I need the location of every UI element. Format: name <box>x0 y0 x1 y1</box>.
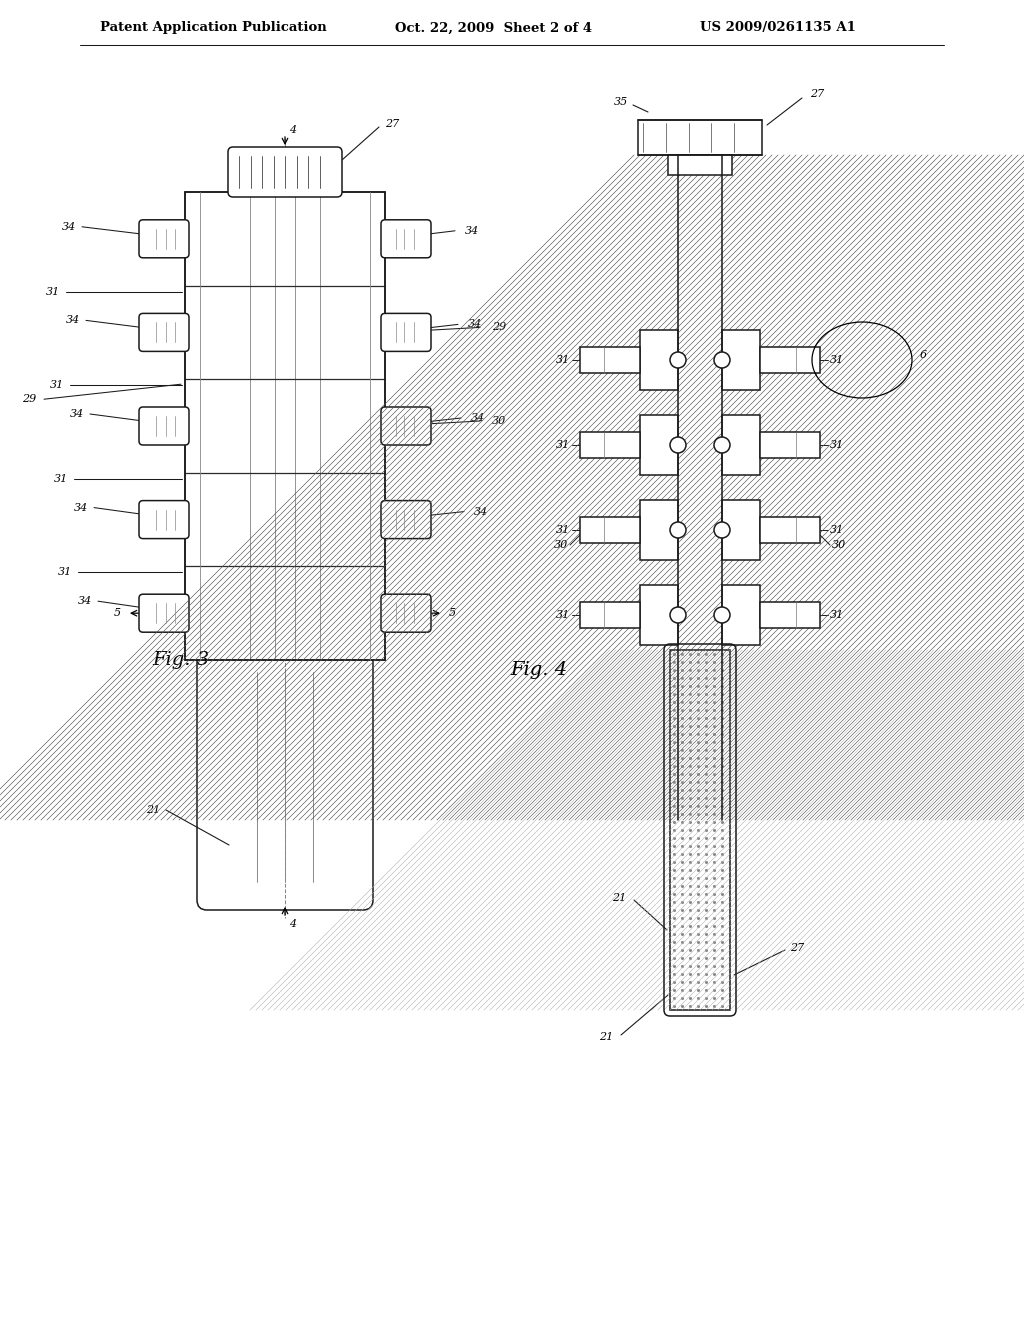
Text: 4: 4 <box>289 919 296 929</box>
Bar <box>640 500 678 560</box>
Text: 31: 31 <box>556 525 570 535</box>
Bar <box>640 330 678 389</box>
Text: 31: 31 <box>830 610 844 620</box>
Bar <box>668 154 732 176</box>
Text: 31: 31 <box>556 440 570 450</box>
Text: 34: 34 <box>66 315 80 326</box>
Bar <box>760 347 820 374</box>
Text: 5: 5 <box>449 609 456 618</box>
Bar <box>580 517 640 543</box>
Bar <box>580 602 640 628</box>
Ellipse shape <box>714 352 730 368</box>
Text: 31: 31 <box>830 355 844 366</box>
Text: 34: 34 <box>70 409 84 418</box>
Text: Oct. 22, 2009  Sheet 2 of 4: Oct. 22, 2009 Sheet 2 of 4 <box>395 21 592 34</box>
Bar <box>722 414 760 475</box>
Bar <box>722 500 760 560</box>
Text: Fig. 4: Fig. 4 <box>510 661 567 678</box>
Text: 31: 31 <box>556 355 570 366</box>
Text: 21: 21 <box>145 805 160 814</box>
Text: 30: 30 <box>554 540 568 550</box>
Text: 31: 31 <box>50 380 63 391</box>
FancyBboxPatch shape <box>381 594 431 632</box>
FancyBboxPatch shape <box>139 407 189 445</box>
Ellipse shape <box>714 437 730 453</box>
Text: 34: 34 <box>468 319 482 330</box>
Text: 34: 34 <box>471 413 485 422</box>
Text: 29: 29 <box>492 322 506 333</box>
Text: 34: 34 <box>78 597 92 606</box>
FancyBboxPatch shape <box>197 649 373 909</box>
FancyBboxPatch shape <box>228 147 342 197</box>
Bar <box>722 585 760 645</box>
Text: US 2009/0261135 A1: US 2009/0261135 A1 <box>700 21 856 34</box>
Text: 21: 21 <box>611 894 626 903</box>
Ellipse shape <box>714 521 730 539</box>
Bar <box>722 330 760 389</box>
Text: 31: 31 <box>556 610 570 620</box>
Bar <box>640 585 678 645</box>
Text: 30: 30 <box>831 540 846 550</box>
FancyBboxPatch shape <box>381 313 431 351</box>
Text: 32: 32 <box>642 140 656 150</box>
Bar <box>678 154 722 820</box>
Text: Fig. 3: Fig. 3 <box>152 651 209 669</box>
Text: 30: 30 <box>492 416 506 426</box>
FancyBboxPatch shape <box>139 594 189 632</box>
Text: 31: 31 <box>57 568 72 577</box>
Text: 35: 35 <box>613 96 628 107</box>
Bar <box>580 432 640 458</box>
Text: 31: 31 <box>46 286 60 297</box>
Text: 27: 27 <box>810 88 824 99</box>
Bar <box>760 432 820 458</box>
Text: 27: 27 <box>790 942 804 953</box>
Text: 4: 4 <box>289 125 296 135</box>
Text: 27: 27 <box>385 119 399 129</box>
FancyBboxPatch shape <box>381 500 431 539</box>
Text: 21: 21 <box>599 1032 613 1041</box>
Text: 31: 31 <box>830 525 844 535</box>
Ellipse shape <box>670 521 686 539</box>
FancyBboxPatch shape <box>381 220 431 257</box>
Text: 34: 34 <box>74 503 88 512</box>
Bar <box>760 517 820 543</box>
FancyBboxPatch shape <box>381 407 431 445</box>
Bar <box>670 649 730 1010</box>
Text: 31: 31 <box>830 440 844 450</box>
Bar <box>185 191 385 660</box>
Ellipse shape <box>670 607 686 623</box>
Text: 31: 31 <box>53 474 68 484</box>
Ellipse shape <box>670 352 686 368</box>
FancyBboxPatch shape <box>139 313 189 351</box>
FancyBboxPatch shape <box>139 220 189 257</box>
FancyBboxPatch shape <box>139 500 189 539</box>
Text: Patent Application Publication: Patent Application Publication <box>100 21 327 34</box>
Text: 6: 6 <box>920 350 927 360</box>
Text: 34: 34 <box>474 507 488 516</box>
Text: 34: 34 <box>61 222 76 232</box>
Ellipse shape <box>714 607 730 623</box>
Bar <box>760 602 820 628</box>
Text: 34: 34 <box>465 226 479 236</box>
Text: 5: 5 <box>114 609 121 618</box>
Bar <box>580 347 640 374</box>
Bar <box>638 120 762 154</box>
Ellipse shape <box>670 437 686 453</box>
Text: 29: 29 <box>22 395 36 404</box>
Bar <box>640 414 678 475</box>
